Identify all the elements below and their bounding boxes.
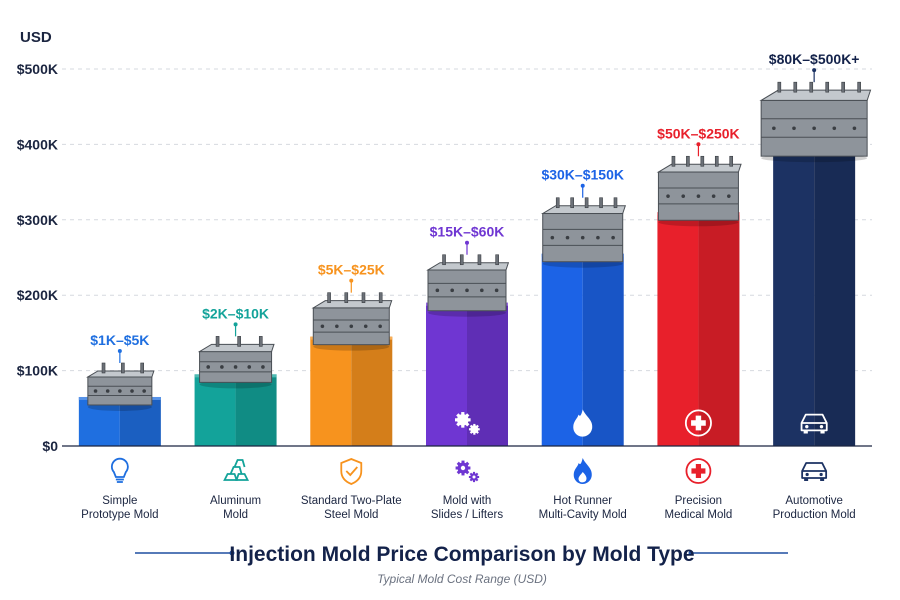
y-tick-label: $100K xyxy=(17,363,58,379)
y-axis: $0 $100K $200K $300K $400K $500K xyxy=(17,61,58,454)
bar xyxy=(78,396,161,446)
mold-illustration xyxy=(759,81,872,163)
category-label: Precision xyxy=(675,495,722,507)
category-label: Slides / Lifters xyxy=(431,509,503,521)
flame-icon xyxy=(573,458,592,484)
category-label: Medical Mold xyxy=(665,509,733,521)
y-tick-label: $500K xyxy=(17,61,58,77)
label-pointer xyxy=(696,142,701,157)
label-pointer xyxy=(812,68,817,83)
data-label: $30K–$150K xyxy=(541,167,624,183)
category-label: Hot Runner xyxy=(553,495,612,507)
mold-illustration xyxy=(656,155,742,227)
label-pointer xyxy=(465,240,469,255)
title-dot-left xyxy=(229,550,235,556)
chart-title: Injection Mold Price Comparison by Mold … xyxy=(229,543,694,566)
category-label: Multi-Cavity Mold xyxy=(539,509,627,521)
category-label: Mold with xyxy=(443,495,492,507)
bar xyxy=(657,212,740,446)
flame-icon xyxy=(573,409,593,437)
category-label: Automotive xyxy=(785,495,843,507)
category-label: Production Mold xyxy=(773,509,856,521)
lightbulb-icon xyxy=(111,457,129,483)
category-labels: Simple Prototype Mold Aluminum Mold Standard… xyxy=(81,457,856,521)
y-tick-label: $400K xyxy=(17,136,58,152)
data-label: $1K–$5K xyxy=(90,332,149,348)
mold-illustration xyxy=(197,336,275,389)
category-label: Standard Two-Plate xyxy=(301,495,402,507)
label-pointer xyxy=(580,183,585,198)
y-tick-label: $200K xyxy=(17,287,58,303)
title-dot-right xyxy=(688,550,694,556)
data-label: $2K–$10K xyxy=(202,305,269,321)
gears-icon xyxy=(455,412,480,435)
medical-cross-icon xyxy=(685,458,712,484)
mold-illustration xyxy=(86,362,155,411)
y-tick-label: $0 xyxy=(42,438,58,454)
data-label: $15K–$60K xyxy=(430,224,505,240)
gears-icon xyxy=(455,460,480,483)
ingots-icon xyxy=(223,459,250,481)
label-pointer xyxy=(117,348,122,363)
mold-illustration xyxy=(540,197,627,268)
shield-check-icon xyxy=(340,458,363,485)
category-label: Simple xyxy=(102,495,137,507)
label-pointer xyxy=(233,322,238,337)
data-label: $80K–$500K+ xyxy=(769,51,860,67)
medical-cross-icon xyxy=(684,409,712,437)
mold-illustration xyxy=(426,254,510,317)
bar xyxy=(310,336,393,446)
car-icon xyxy=(800,413,828,434)
category-label: Prototype Mold xyxy=(81,509,158,521)
category-label: Steel Mold xyxy=(324,509,378,521)
mold-illustration xyxy=(311,292,393,351)
bars: $1K–$5K $2K–$10K $5K–$25K $15K–$60K $30K–$15… xyxy=(78,51,872,447)
category-label: Mold xyxy=(223,509,248,521)
data-label: $5K–$25K xyxy=(318,262,385,278)
y-tick-label: $300K xyxy=(17,212,58,228)
bar xyxy=(541,253,624,446)
data-label: $50K–$250K xyxy=(657,125,740,141)
car-icon xyxy=(801,462,828,481)
title-block: Injection Mold Price Comparison by Mold … xyxy=(135,543,788,586)
y-axis-unit-label: USD xyxy=(20,29,52,46)
category-label: Aluminum xyxy=(210,495,261,507)
bar xyxy=(773,148,856,447)
chart-subtitle: Typical Mold Cost Range (USD) xyxy=(377,572,547,586)
label-pointer xyxy=(349,278,354,293)
